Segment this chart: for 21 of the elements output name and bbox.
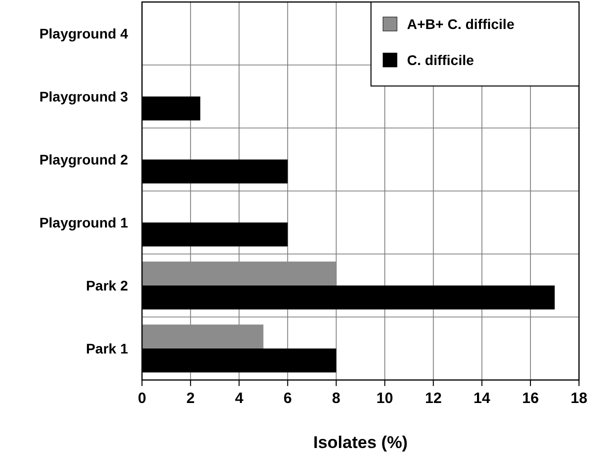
bar <box>142 324 264 348</box>
y-tick-label: Playground 2 <box>39 152 128 168</box>
bar <box>142 262 336 286</box>
x-tick-label: 14 <box>474 390 491 407</box>
legend-label: A+B+ C. difficile <box>407 16 515 32</box>
x-tick-label: 12 <box>424 390 442 407</box>
x-tick-label: 16 <box>522 390 539 407</box>
x-tick-label: 18 <box>570 390 588 407</box>
x-tick-label: 4 <box>234 390 244 407</box>
x-tick-label: 6 <box>283 390 292 407</box>
x-tick-label: 0 <box>138 390 146 407</box>
x-tick-label: 2 <box>186 390 195 407</box>
x-axis-title: Isolates (%) <box>313 433 408 452</box>
y-tick-label: Park 2 <box>86 278 128 294</box>
y-tick-label: Park 1 <box>86 340 128 356</box>
x-tick-label: 8 <box>332 390 340 407</box>
y-tick-label: Playground 4 <box>39 26 128 42</box>
x-tick-label: 10 <box>376 390 394 407</box>
legend-label: C. difficile <box>407 52 474 68</box>
y-tick-label: Playground 3 <box>39 88 128 104</box>
y-tick-label: Playground 1 <box>39 214 128 230</box>
